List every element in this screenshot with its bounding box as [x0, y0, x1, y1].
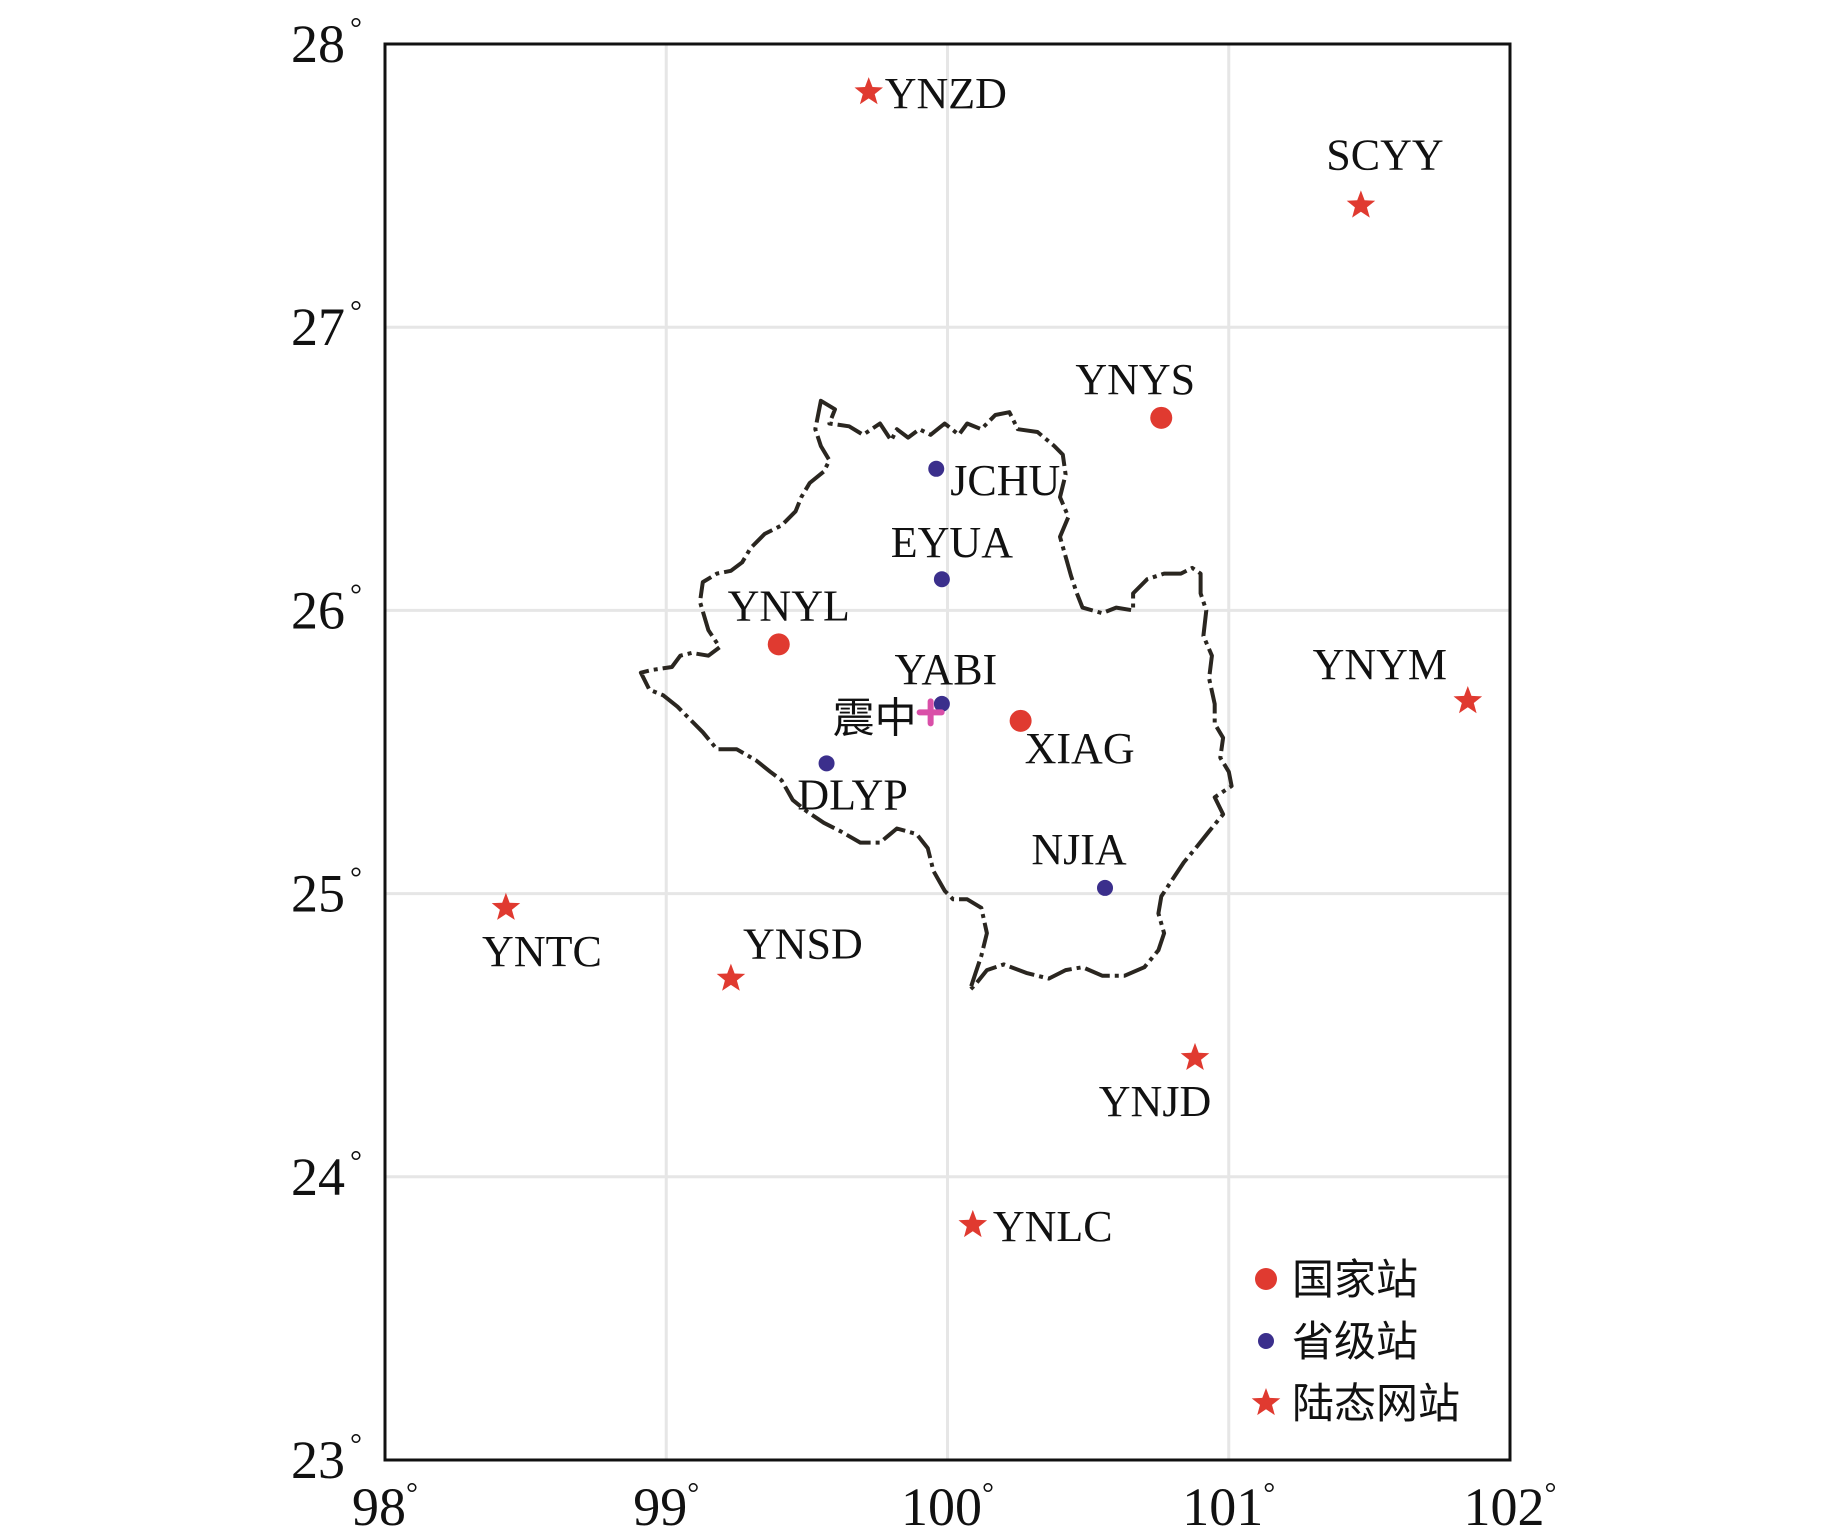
station-dot-icon [818, 755, 835, 772]
y-tick-degree: ° [350, 12, 362, 45]
x-tick-label: 99° [633, 1477, 699, 1535]
station-label: YNZD [885, 69, 1007, 118]
y-tick-label: 25 [291, 864, 345, 924]
graticule [385, 44, 1510, 1460]
epicenter: 震中 [833, 693, 945, 742]
station-label: YABI [895, 645, 998, 694]
region-boundary [638, 398, 1234, 992]
x-tick-label: 100° [901, 1477, 994, 1535]
station-eyua: EYUA [891, 518, 1013, 588]
legend-label: 陆态网站 [1292, 1379, 1460, 1428]
station-star-icon [854, 77, 883, 105]
latitude-ticks: 28 °27 °26 °25 °24 °23 ° [291, 12, 362, 1490]
legend-item-crustal: 陆态网站 [1251, 1379, 1460, 1428]
station-label: YNSD [743, 920, 863, 969]
station-label: EYUA [891, 518, 1013, 567]
station-ynsd: YNSD [716, 920, 863, 991]
x-tick-label: 102° [1464, 1477, 1557, 1535]
station-label: SCYY [1326, 130, 1443, 179]
station-ynlc: YNLC [958, 1202, 1113, 1251]
x-tick-label: 101° [1182, 1477, 1275, 1535]
station-star-icon [1453, 686, 1483, 714]
station-star-icon [958, 1209, 988, 1238]
station-dot-icon [1009, 709, 1032, 732]
longitude-ticks: 98° 99° 100° 101° 102° [352, 1477, 1557, 1535]
x-tick-label: 98° [352, 1477, 418, 1535]
station-ynyl: YNYL [728, 581, 850, 656]
epicenter-label: 震中 [833, 693, 917, 742]
station-ynzd: YNZD [854, 69, 1007, 118]
station-ynys: YNYS [1075, 355, 1195, 429]
station-label: JCHU [950, 456, 1060, 505]
y-tick-degree: ° [350, 295, 362, 328]
legend-label: 国家站 [1292, 1255, 1418, 1304]
legend-dot-icon [1258, 1333, 1274, 1349]
station-label: YNYM [1313, 640, 1447, 689]
station-njia: NJIA [1031, 825, 1127, 896]
y-tick-degree: ° [350, 862, 362, 895]
station-star-icon [1180, 1042, 1210, 1070]
station-label: YNYS [1075, 355, 1195, 404]
y-tick-label: 27 [291, 297, 345, 357]
station-dot-icon [933, 571, 950, 588]
station-ynjd: YNJD [1099, 1042, 1211, 1126]
legend-item-national: 国家站 [1255, 1255, 1418, 1304]
map-frame [383, 42, 1512, 1462]
legend-label: 省级站 [1292, 1317, 1418, 1366]
station-ynym: YNYM [1313, 640, 1483, 714]
station-label: XIAG [1025, 724, 1135, 773]
station-label: YNYL [728, 581, 850, 630]
station-dot-icon [933, 695, 950, 712]
station-dot-icon [1150, 406, 1173, 429]
y-tick-label: 24 [291, 1147, 345, 1207]
legend-dot-icon [1255, 1268, 1277, 1290]
station-label: NJIA [1031, 825, 1127, 874]
y-tick-label: 28 [291, 14, 345, 74]
station-star-icon [1346, 190, 1376, 218]
stations: YNZD SCYY YNYS JCHU EYUA YNYL YNYM YABI XIAG DLYP… [482, 69, 1483, 1251]
y-tick-label: 23 [291, 1430, 345, 1490]
station-star-icon [491, 892, 521, 920]
station-yabi: YABI [895, 645, 998, 712]
station-label: DLYP [797, 770, 908, 819]
epicenter-cross-icon [916, 698, 945, 727]
station-label: YNLC [993, 1202, 1113, 1251]
y-tick-degree: ° [350, 578, 362, 611]
y-tick-degree: ° [350, 1428, 362, 1461]
y-tick-degree: ° [350, 1145, 362, 1178]
legend-item-provincial: 省级站 [1258, 1317, 1418, 1366]
station-yntc: YNTC [482, 892, 602, 976]
station-jchu: JCHU [928, 456, 1060, 505]
station-dot-icon [767, 633, 790, 656]
station-scyy: SCYY [1326, 130, 1444, 218]
station-star-icon [716, 963, 746, 991]
station-dot-icon [928, 460, 945, 477]
station-xiag: XIAG [1009, 709, 1135, 773]
station-dlyp: DLYP [797, 755, 908, 819]
station-dot-icon [1097, 879, 1113, 896]
legend-star-icon [1251, 1388, 1281, 1416]
y-tick-label: 26 [291, 580, 345, 640]
station-label: YNJD [1099, 1077, 1211, 1126]
station-label: YNTC [482, 927, 602, 976]
